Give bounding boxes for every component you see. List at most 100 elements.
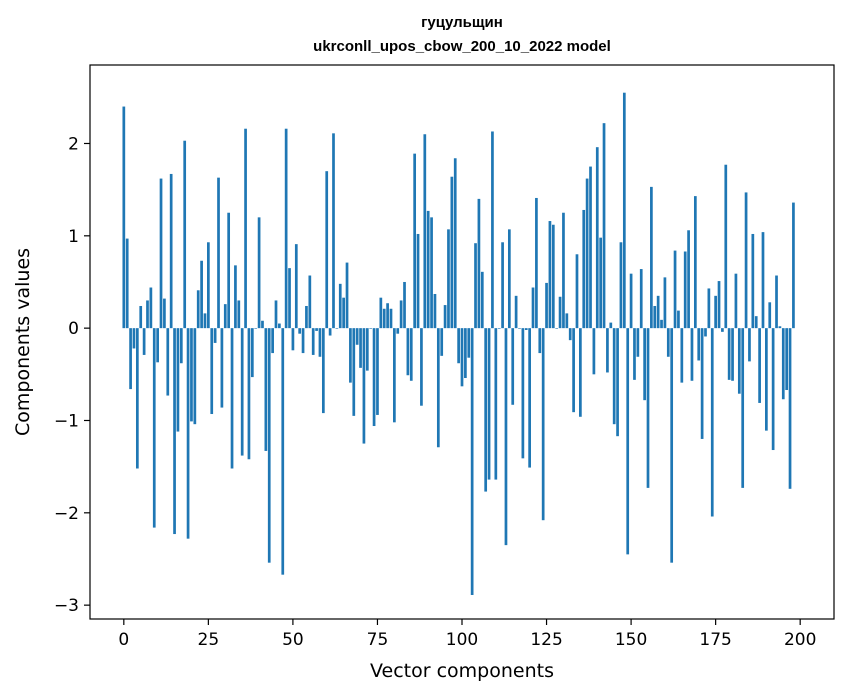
bar-42 <box>264 328 268 451</box>
bar-92 <box>433 293 437 329</box>
bar-70 <box>359 328 362 368</box>
bar-0 <box>122 106 126 329</box>
bar-155 <box>646 328 650 488</box>
bar-14 <box>169 173 173 329</box>
x-axis-ticks: 0 25 50 75 100 125 150 175 200 <box>118 619 816 650</box>
chart-title-line1: гуцульщин <box>421 14 503 31</box>
bar-108 <box>487 328 491 480</box>
bar-192 <box>771 328 775 451</box>
bar-152 <box>636 328 640 357</box>
x-axis-label: Vector components <box>370 660 554 682</box>
bar-189 <box>761 232 765 329</box>
bar-8 <box>149 287 153 329</box>
bar-156 <box>650 186 653 329</box>
bar-58 <box>318 328 322 357</box>
bar-43 <box>267 328 271 563</box>
bar-135 <box>579 328 582 417</box>
bar-140 <box>595 147 599 329</box>
bar-48 <box>284 128 288 329</box>
bar-181 <box>734 273 738 329</box>
bar-95 <box>443 305 447 329</box>
bar-118 <box>521 328 525 459</box>
bar-41 <box>261 320 264 329</box>
bar-137 <box>585 178 589 329</box>
bar-93 <box>436 328 440 448</box>
bar-104 <box>474 243 477 329</box>
bar-102 <box>467 328 471 358</box>
bar-44 <box>271 328 274 354</box>
bar-11 <box>159 178 163 329</box>
bar-81 <box>396 328 400 334</box>
bar-51 <box>294 244 298 329</box>
bar-167 <box>687 230 690 329</box>
bar-196 <box>785 328 789 391</box>
bar-82 <box>399 300 403 329</box>
bar-164 <box>677 310 680 329</box>
bar-61 <box>328 328 332 336</box>
bar-69 <box>355 328 359 345</box>
bar-166 <box>683 251 687 329</box>
bar-128 <box>555 328 559 329</box>
bar-1 <box>125 238 129 329</box>
bar-79 <box>389 308 393 329</box>
bar-151 <box>633 328 636 380</box>
bar-182 <box>737 328 741 394</box>
bar-188 <box>758 328 761 403</box>
bar-72 <box>365 328 369 371</box>
bar-18 <box>183 140 187 329</box>
x-tick-label-75: 75 <box>367 630 389 650</box>
bar-97 <box>450 176 454 329</box>
bar-32 <box>230 328 234 469</box>
bar-150 <box>629 273 633 329</box>
bar-143 <box>606 328 609 373</box>
y-tick-label-2: 2 <box>68 134 79 154</box>
bar-6 <box>142 328 146 355</box>
bar-115 <box>511 328 515 405</box>
bar-21 <box>193 328 197 425</box>
bar-107 <box>484 328 488 492</box>
bar-29 <box>220 328 224 408</box>
bar-45 <box>274 300 278 329</box>
x-tick-label-175: 175 <box>699 630 731 650</box>
bars-group <box>122 92 795 595</box>
bar-15 <box>173 328 176 535</box>
bar-50 <box>291 328 295 351</box>
bar-59 <box>321 328 325 414</box>
bar-124 <box>541 328 545 521</box>
bar-146 <box>616 328 619 437</box>
y-tick-label-0: 0 <box>68 319 79 339</box>
bar-162 <box>670 328 674 563</box>
bar-148 <box>622 92 626 329</box>
bar-27 <box>213 328 217 343</box>
bar-171 <box>700 328 704 439</box>
bar-170 <box>697 328 701 361</box>
bar-130 <box>562 212 565 329</box>
bar-4 <box>135 328 139 469</box>
bar-174 <box>710 328 714 517</box>
bar-54 <box>305 305 308 329</box>
y-tick-label--1: −1 <box>54 411 79 431</box>
bar-37 <box>247 328 251 460</box>
bar-157 <box>653 305 657 329</box>
bar-84 <box>406 328 410 376</box>
bar-64 <box>338 283 342 329</box>
bar-87 <box>416 233 420 329</box>
bar-165 <box>680 328 684 383</box>
bar-75 <box>376 328 379 415</box>
bar-19 <box>186 328 190 539</box>
bar-86 <box>413 153 417 329</box>
x-tick-label-25: 25 <box>198 630 220 650</box>
plot-area-frame <box>89 64 835 620</box>
chart-title-line2: ukrconll_upos_cbow_200_10_2022 model <box>313 38 611 55</box>
bar-153 <box>639 269 643 329</box>
bar-46 <box>278 323 281 329</box>
bar-125 <box>545 282 548 329</box>
bar-36 <box>244 128 247 329</box>
bar-158 <box>656 295 660 329</box>
bar-103 <box>470 328 474 595</box>
bar-98 <box>453 158 457 329</box>
bar-101 <box>464 328 467 379</box>
x-tick-label-0: 0 <box>118 630 129 650</box>
bar-12 <box>163 298 166 329</box>
bar-90 <box>426 210 430 329</box>
